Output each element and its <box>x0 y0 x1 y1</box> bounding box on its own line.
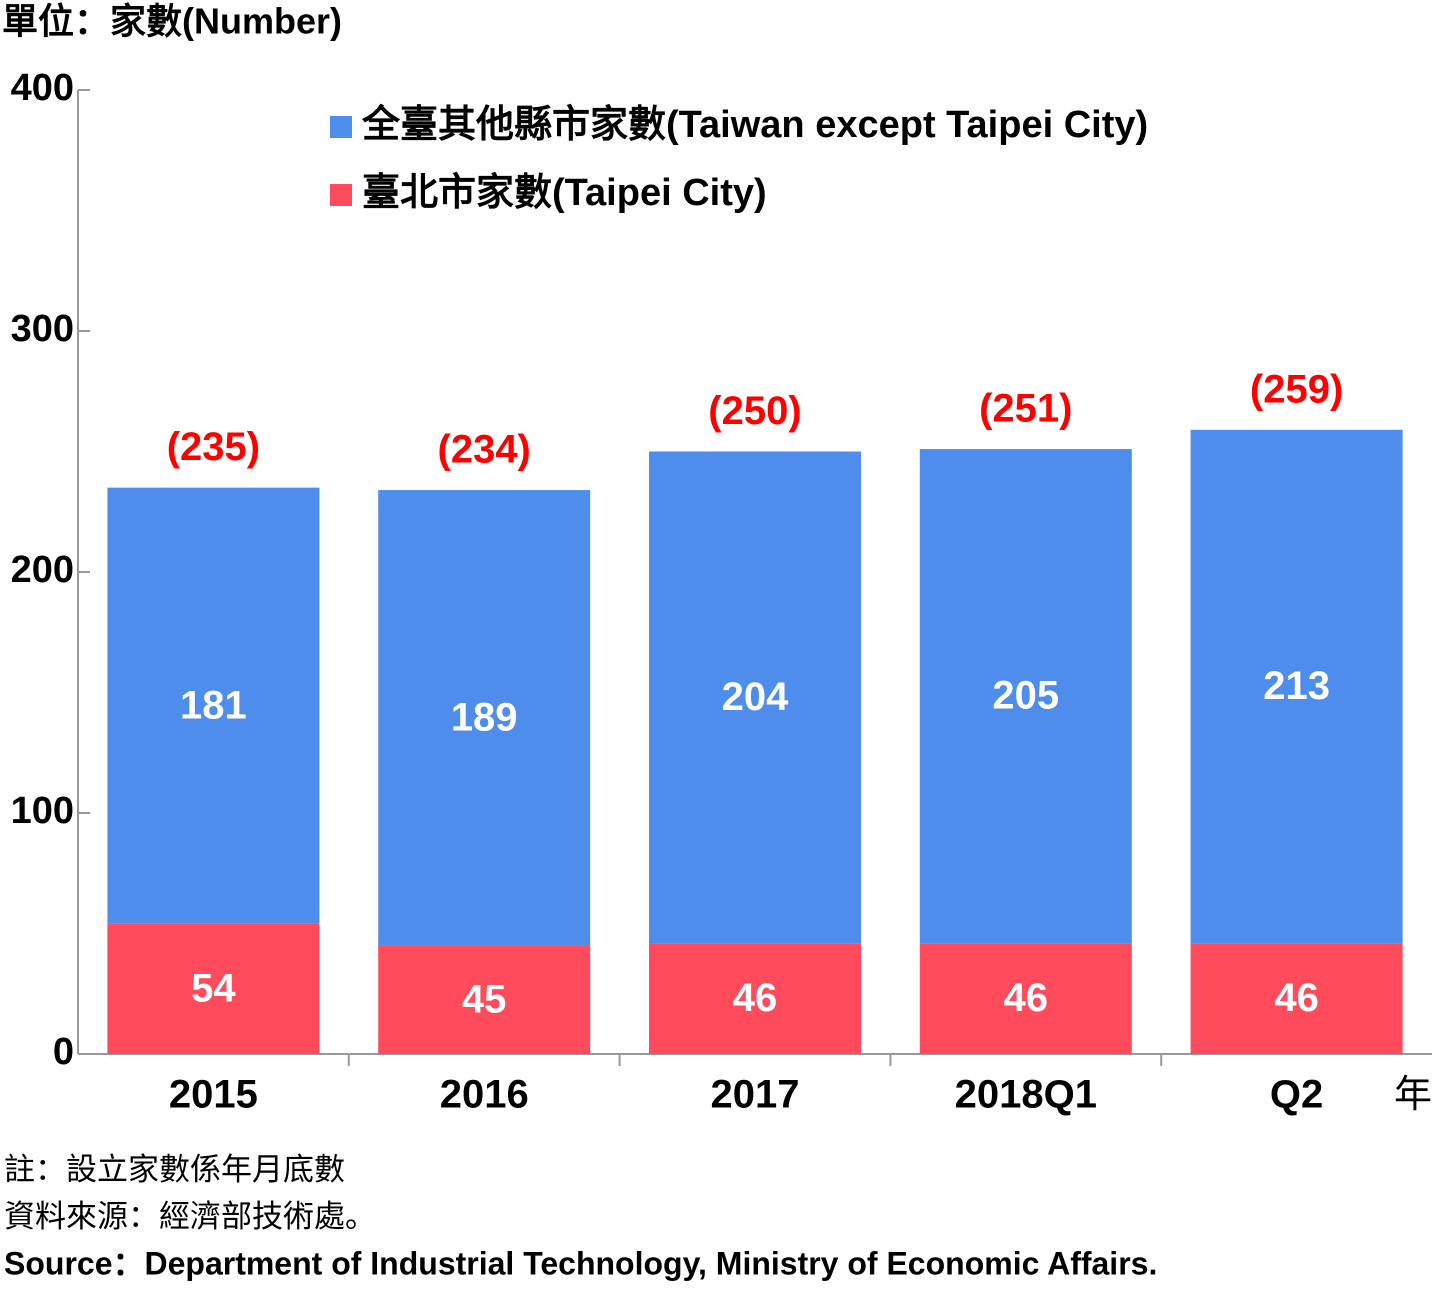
x-tick-label: 2018Q1 <box>955 1073 1097 1117</box>
bar-segment <box>1190 943 1403 1054</box>
bar-segment <box>919 449 1132 944</box>
bar-segment <box>1190 429 1403 944</box>
legend-swatch <box>330 116 352 138</box>
total-label: (235) <box>167 425 260 469</box>
y-tick-label: 200 <box>11 549 74 591</box>
value-label: 46 <box>733 976 778 1020</box>
bar-segment <box>378 945 591 1054</box>
bar-segment <box>649 943 861 1054</box>
total-label: (259) <box>1250 367 1343 411</box>
value-label: 213 <box>1263 664 1330 708</box>
note: 註：設立家數係年月底數 <box>4 1152 345 1187</box>
y-tick-label: 0 <box>53 1031 74 1073</box>
bar-segment <box>107 487 320 924</box>
y-tick-label: 300 <box>11 308 74 350</box>
total-label: (250) <box>708 389 801 433</box>
legend-swatch <box>330 184 352 206</box>
legend-label: 全臺其他縣市家數(Taiwan except Taipei City) <box>361 103 1148 146</box>
y-axis-label: 單位：家數(Number) <box>2 1 342 42</box>
y-tick-label: 100 <box>11 790 74 832</box>
legend-label: 臺北市家數(Taipei City) <box>362 172 767 214</box>
total-label: (234) <box>438 428 531 472</box>
source: Source：Department of Industrial Technolo… <box>4 1245 1157 1281</box>
value-label: 45 <box>462 977 507 1021</box>
value-label: 204 <box>722 675 789 719</box>
value-label: 46 <box>1274 976 1319 1020</box>
x-tick-label: 2015 <box>169 1073 258 1117</box>
total-label: (251) <box>979 387 1072 431</box>
bar-segment <box>107 923 320 1054</box>
y-tick-label: 400 <box>11 67 74 109</box>
x-unit-label: 年 <box>1394 1074 1432 1116</box>
value-label: 181 <box>180 683 247 727</box>
x-tick-label: Q2 <box>1270 1073 1323 1117</box>
value-label: 189 <box>451 695 518 739</box>
value-label: 46 <box>1004 976 1049 1020</box>
note: 資料來源：經濟部技術處。 <box>4 1199 376 1234</box>
bar-segment <box>649 451 861 944</box>
bar-segment <box>378 490 591 946</box>
value-label: 54 <box>191 966 236 1010</box>
x-tick-label: 2016 <box>440 1073 529 1117</box>
x-tick-label: 2017 <box>711 1073 800 1117</box>
bar-segment <box>919 943 1132 1054</box>
value-label: 205 <box>992 674 1059 718</box>
